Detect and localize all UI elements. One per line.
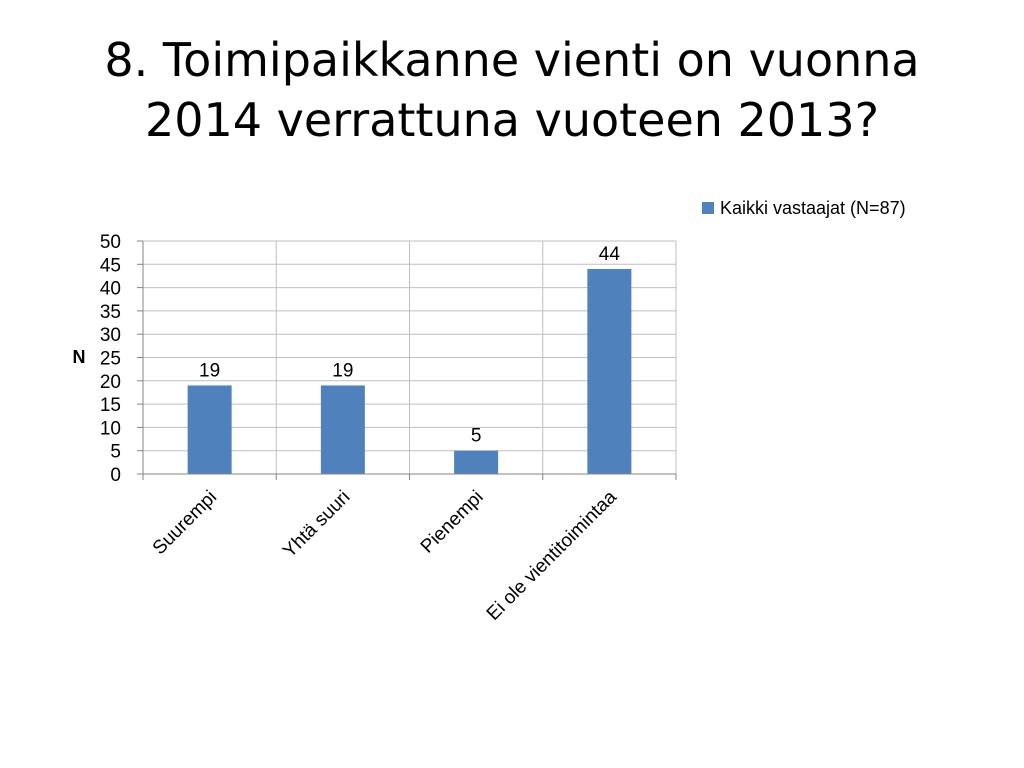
title-line-2: 2014 verrattuna vuoteen 2013? (144, 93, 880, 147)
y-tick-label: 10 (100, 418, 121, 439)
title-line-1: 8. Toimipaikkanne vienti on vuonna (104, 33, 920, 87)
y-tick-label: 30 (100, 325, 121, 346)
bars (187, 268, 632, 474)
bar (187, 385, 232, 474)
category-label: Suurempi (149, 487, 221, 559)
data-label: 5 (471, 426, 482, 447)
axes (137, 240, 677, 480)
legend-swatch (702, 202, 714, 214)
data-label: 19 (199, 360, 220, 381)
legend: Kaikki vastaajat (N=87) (702, 198, 906, 218)
y-tick-label: 35 (100, 302, 121, 323)
y-tick-label: 40 (100, 279, 121, 300)
data-label: 44 (599, 244, 621, 265)
data-label: 19 (332, 360, 353, 381)
bar (587, 268, 632, 474)
y-tick-label: 0 (110, 465, 121, 486)
y-tick-label: 45 (100, 255, 121, 276)
y-axis-label: N (73, 347, 86, 367)
legend-label: Kaikki vastaajat (N=87) (720, 198, 906, 218)
y-tick-label: 20 (100, 372, 121, 393)
y-tick-label: 25 (100, 349, 121, 370)
bar (454, 450, 499, 474)
y-tick-label: 15 (100, 395, 121, 416)
category-label: Ei ole vientitoimintaa (483, 486, 621, 624)
category-label: Pienempi (417, 487, 488, 558)
bar (320, 385, 365, 474)
slide-title: 8. Toimipaikkanne vienti on vuonna 2014 … (62, 30, 962, 150)
category-label: Yhtä suuri (279, 487, 354, 562)
data-labels: 19 19 5 44 (199, 244, 620, 447)
y-tick-label: 50 (100, 232, 121, 253)
y-tick-label: 5 (110, 442, 121, 463)
